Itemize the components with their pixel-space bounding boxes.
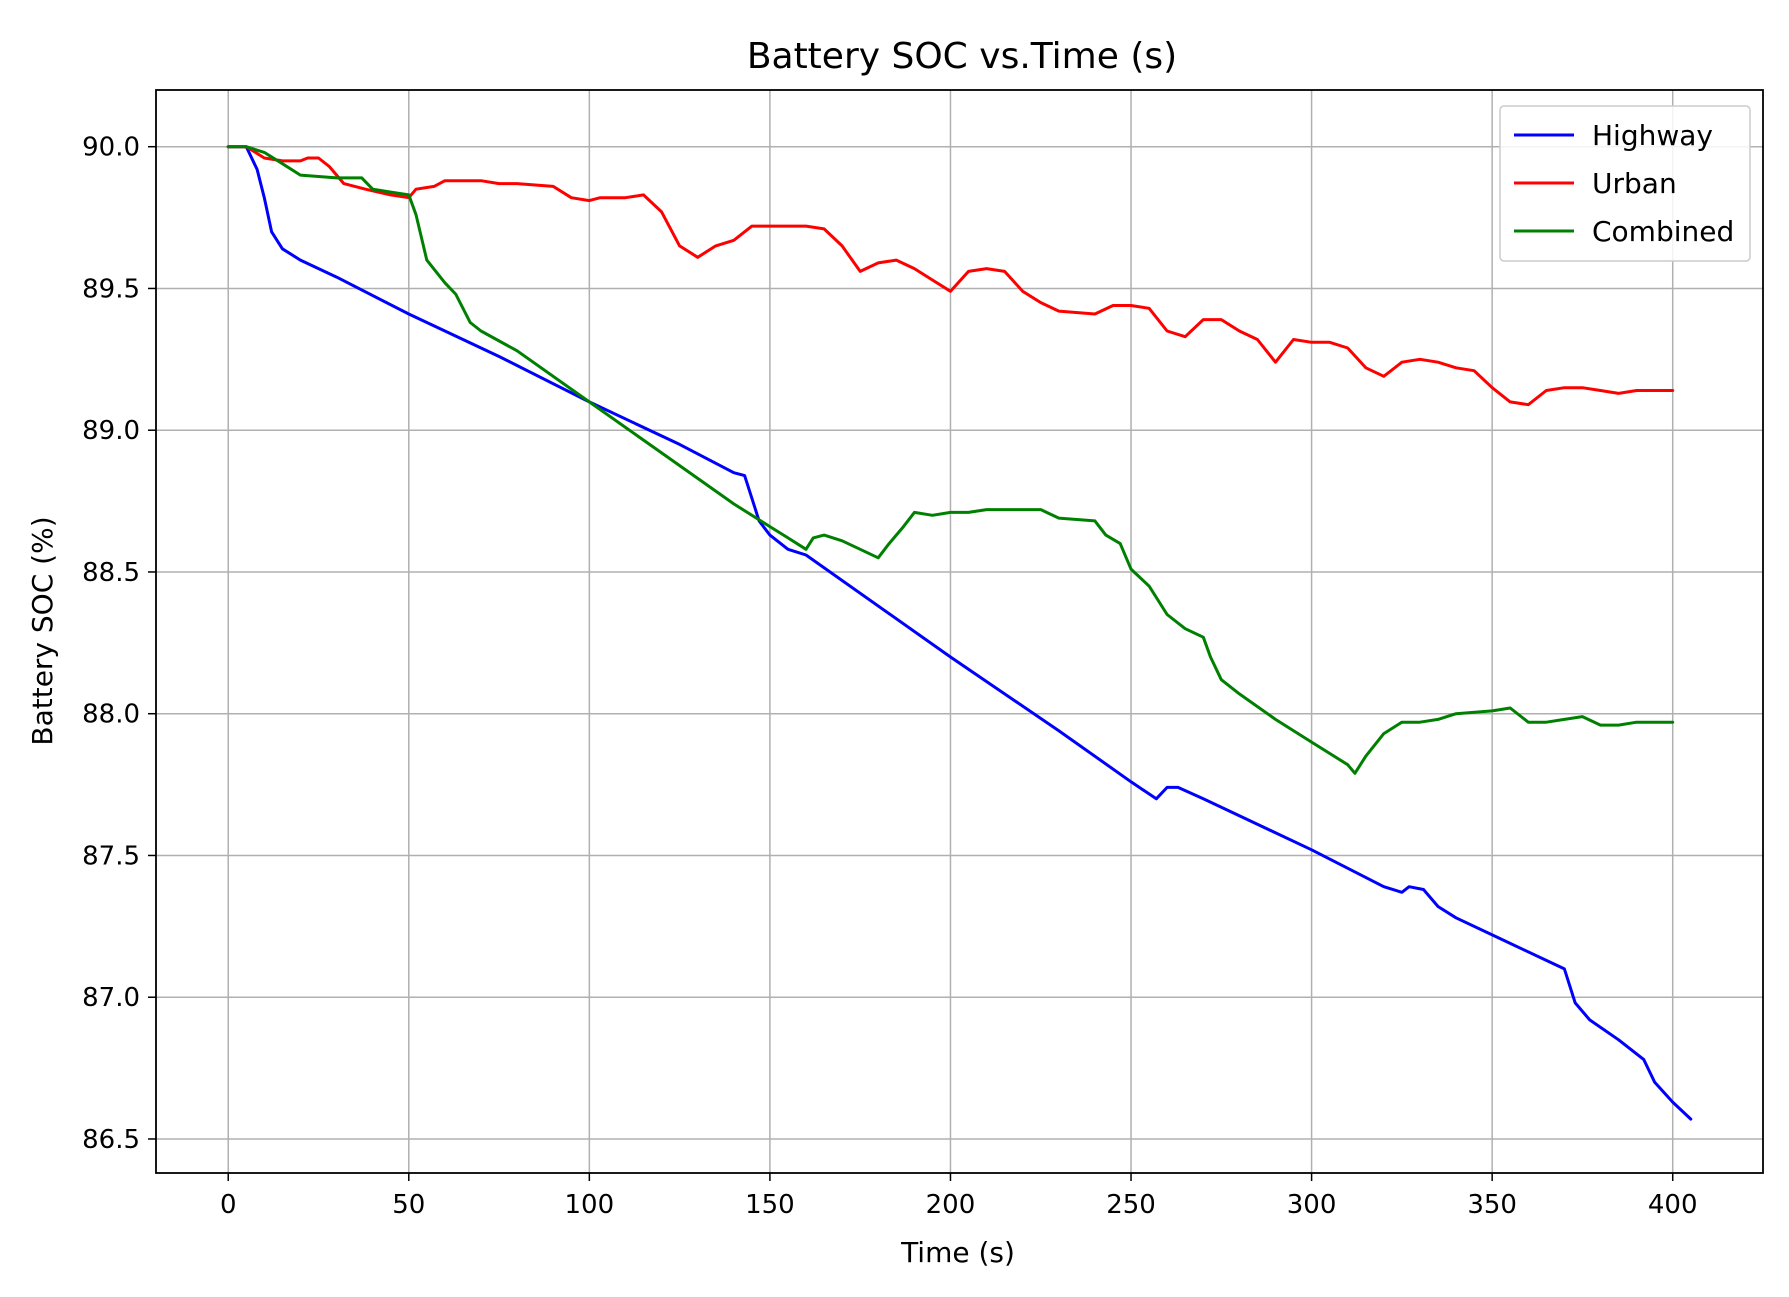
x-axis-label: Time (s) bbox=[900, 1236, 1015, 1269]
x-tick-label: 100 bbox=[565, 1190, 615, 1220]
y-tick-label: 87.5 bbox=[82, 841, 140, 871]
x-tick-label: 200 bbox=[926, 1190, 976, 1220]
x-tick-label: 250 bbox=[1106, 1190, 1156, 1220]
y-tick-label: 90.0 bbox=[82, 133, 140, 163]
x-tick-label: 0 bbox=[220, 1190, 237, 1220]
grid bbox=[156, 90, 1763, 1173]
x-tick-label: 50 bbox=[392, 1190, 425, 1220]
y-axis-label: Battery SOC (%) bbox=[26, 516, 59, 745]
y-tick-label: 86.5 bbox=[82, 1125, 140, 1155]
series-layer bbox=[226, 145, 1693, 1121]
y-tick-label: 88.0 bbox=[82, 700, 140, 730]
x-tick-label: 400 bbox=[1648, 1190, 1698, 1220]
ticks: 0 50 100 150 200 250 300 350 400 86.5 87.0 87.5 88.0… bbox=[82, 133, 1697, 1220]
series-line-combined bbox=[226, 145, 1675, 775]
x-tick-label: 150 bbox=[745, 1190, 795, 1220]
y-tick-label: 89.0 bbox=[82, 416, 140, 446]
y-tick-label: 88.5 bbox=[82, 558, 140, 588]
x-tick-label: 300 bbox=[1287, 1190, 1337, 1220]
legend-label-urban: Urban bbox=[1592, 167, 1677, 200]
series-line-urban bbox=[226, 145, 1675, 407]
chart-title: Battery SOC vs.Time (s) bbox=[747, 36, 1177, 77]
legend: Highway Urban Combined bbox=[1499, 105, 1751, 262]
y-tick-label: 89.5 bbox=[82, 274, 140, 304]
plot-area bbox=[155, 89, 1764, 1174]
legend-box bbox=[1499, 105, 1751, 262]
series-line-highway bbox=[226, 145, 1693, 1121]
y-tick-label: 87.0 bbox=[82, 983, 140, 1013]
legend-label-highway: Highway bbox=[1592, 119, 1713, 152]
x-tick-label: 350 bbox=[1467, 1190, 1517, 1220]
legend-label-combined: Combined bbox=[1592, 215, 1734, 248]
